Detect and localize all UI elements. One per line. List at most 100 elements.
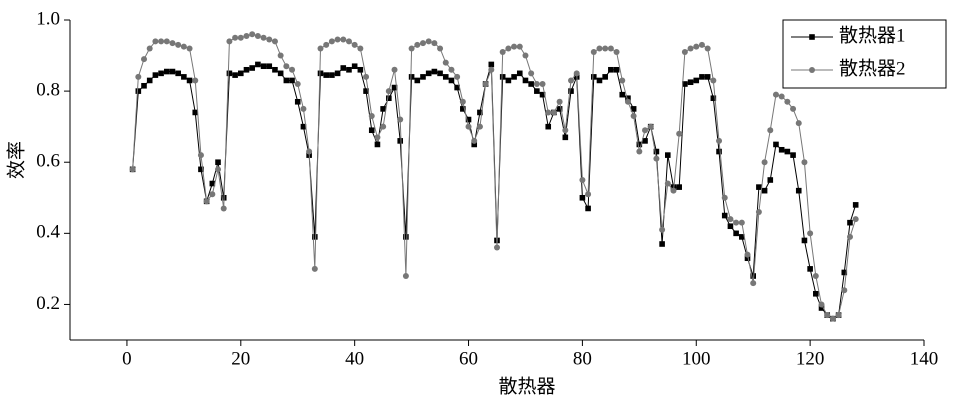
data-point	[682, 81, 688, 87]
x-tick-label: 20	[231, 348, 250, 369]
data-point	[181, 74, 187, 80]
legend-marker	[809, 67, 815, 73]
data-point	[368, 127, 375, 134]
data-point	[357, 66, 364, 73]
data-point	[448, 66, 455, 73]
data-point	[636, 148, 643, 155]
data-point	[460, 106, 466, 112]
data-point	[437, 45, 444, 52]
data-point	[152, 38, 159, 45]
data-point	[642, 138, 648, 144]
data-point	[408, 74, 415, 80]
data-point	[419, 40, 426, 47]
data-point	[499, 49, 506, 55]
data-point	[761, 159, 768, 166]
data-point	[738, 219, 745, 226]
data-point	[534, 88, 540, 94]
data-point	[744, 251, 751, 258]
data-point	[340, 36, 347, 43]
data-point	[454, 73, 461, 80]
data-point	[294, 81, 301, 87]
data-point	[420, 74, 426, 80]
data-point	[163, 68, 170, 75]
data-point	[289, 66, 296, 73]
data-point	[755, 209, 762, 215]
data-point	[454, 84, 460, 91]
data-point	[220, 205, 227, 212]
x-tick-label: 60	[459, 348, 478, 369]
y-tick-label: 0.8	[36, 79, 60, 100]
data-point	[192, 109, 199, 116]
data-point	[386, 95, 392, 102]
data-point	[676, 130, 683, 137]
data-point	[813, 290, 819, 297]
data-point	[169, 68, 176, 75]
x-axis-label: 散热器	[498, 375, 555, 397]
data-point	[750, 273, 756, 279]
data-point	[317, 45, 324, 52]
data-point	[698, 41, 705, 48]
data-point	[215, 159, 221, 166]
data-point	[562, 134, 569, 141]
data-point	[402, 273, 409, 279]
data-point	[613, 49, 620, 55]
data-point	[294, 98, 301, 105]
data-point	[260, 63, 267, 70]
data-point	[488, 61, 495, 68]
data-point	[374, 134, 381, 141]
data-point	[425, 70, 432, 77]
data-point	[693, 43, 700, 50]
x-tick-label: 80	[573, 348, 592, 369]
data-point	[767, 177, 774, 183]
data-point	[665, 152, 671, 158]
data-point	[499, 74, 506, 80]
x-tick-label: 120	[796, 348, 825, 369]
data-point	[721, 212, 728, 219]
x-tick-label: 100	[682, 348, 711, 369]
data-point	[596, 77, 603, 84]
data-point	[328, 38, 335, 45]
data-point	[346, 66, 352, 73]
data-point	[704, 45, 711, 52]
data-point	[334, 36, 341, 43]
data-point	[363, 88, 369, 94]
data-point	[522, 77, 529, 84]
data-point	[579, 194, 586, 201]
data-point	[647, 123, 654, 130]
data-point	[266, 36, 273, 43]
data-point	[772, 91, 779, 98]
data-point	[812, 273, 819, 279]
y-tick-label: 1.0	[36, 8, 60, 29]
data-point	[323, 72, 329, 78]
data-point	[260, 34, 267, 41]
data-point	[585, 191, 592, 198]
data-point	[533, 81, 540, 87]
data-point	[129, 166, 136, 173]
data-point	[568, 77, 575, 84]
data-point	[209, 191, 216, 198]
data-point	[756, 184, 762, 190]
data-point	[197, 152, 204, 159]
data-point	[619, 77, 626, 84]
data-point	[750, 280, 757, 287]
data-point	[226, 38, 233, 45]
data-point	[345, 38, 352, 45]
data-point	[141, 56, 148, 63]
data-point	[778, 146, 785, 153]
data-point	[300, 123, 307, 130]
data-point	[476, 123, 483, 130]
data-point	[351, 41, 358, 48]
data-point	[277, 52, 284, 59]
data-point	[357, 45, 364, 52]
data-point	[232, 72, 238, 78]
data-point	[545, 109, 552, 116]
y-tick-label: 0.2	[36, 293, 60, 314]
data-point	[607, 45, 614, 52]
y-axis-label: 效率	[5, 141, 27, 179]
data-point	[471, 141, 478, 148]
data-point	[801, 237, 808, 244]
data-point	[642, 127, 649, 134]
data-point	[306, 148, 313, 155]
data-point	[596, 45, 603, 52]
data-point	[568, 88, 574, 94]
